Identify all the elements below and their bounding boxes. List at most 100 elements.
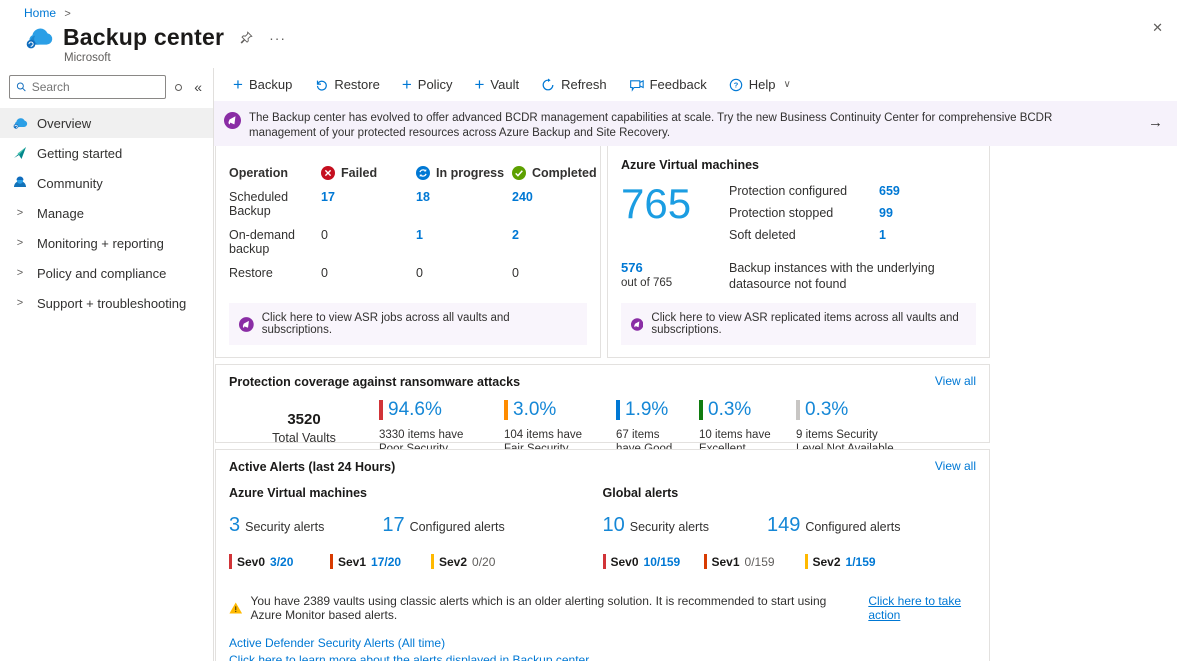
vault-button[interactable]: + Vault <box>474 75 520 94</box>
sidebar: « Overview Getting started <box>0 68 214 661</box>
sidebar-item-label: Monitoring + reporting <box>37 235 164 251</box>
sidebar-item-label: Support + troubleshooting <box>37 295 187 311</box>
plus-icon: + <box>401 75 412 94</box>
alerts-group-title: Azure Virtual machines <box>229 486 368 500</box>
restore-icon <box>317 80 328 91</box>
more-options-icon[interactable]: ··· <box>269 29 287 46</box>
chevron-right-icon: > <box>16 207 24 219</box>
collapse-sidebar-icon[interactable]: « <box>194 79 202 95</box>
breadcrumb-home-link[interactable]: Home <box>24 6 57 20</box>
sev0-stat[interactable]: Sev0 10/159 <box>602 554 704 569</box>
vm-notfound-sub: out of 765 <box>621 277 673 289</box>
job-failed-count: 0 <box>321 266 328 280</box>
sidebar-item-monitoring-reporting[interactable]: > Monitoring + reporting <box>0 228 213 258</box>
vm-stat-value[interactable]: 659 <box>879 184 900 198</box>
command-bar: + Backup Restore + Policy + Vault <box>214 68 1177 101</box>
vm-stat-value[interactable]: 1 <box>879 228 886 242</box>
job-completed-count: 0 <box>512 266 519 280</box>
feedback-button[interactable]: Feedback <box>620 73 716 96</box>
jobs-col-failed: Failed <box>321 166 416 180</box>
alerts-group-vm: Azure Virtual machines 3 Security alerts… <box>229 486 603 569</box>
sidebar-item-community[interactable]: Community <box>0 168 213 198</box>
configured-alerts-stat[interactable]: 149 Configured alerts <box>766 514 901 536</box>
total-vaults-value: 3520 <box>287 411 321 428</box>
sidebar-menu: Overview Getting started Community > <box>0 108 213 318</box>
sidebar-item-label: Overview <box>37 115 92 131</box>
feedback-icon <box>629 79 644 92</box>
job-failed-count[interactable]: 17 <box>321 190 335 204</box>
sidebar-item-label: Community <box>37 175 103 191</box>
pin-icon[interactable] <box>240 31 253 44</box>
alerts-card-title: Active Alerts (last 24 Hours) <box>229 460 396 474</box>
getting-started-icon <box>14 147 26 159</box>
vm-notfound-count[interactable]: 576 <box>621 260 643 275</box>
job-in-progress-count[interactable]: 18 <box>416 190 430 204</box>
restore-defaults-icon[interactable] <box>175 83 183 91</box>
sev-bar <box>703 554 707 569</box>
sidebar-item-getting-started[interactable]: Getting started <box>0 138 213 168</box>
take-action-link[interactable]: Click here to take action <box>868 594 962 622</box>
banner-arrow-icon[interactable]: → <box>1148 114 1163 131</box>
learn-more-link[interactable]: Click here to learn more about the alert… <box>229 653 590 661</box>
help-icon: ? <box>729 78 742 91</box>
total-vaults: 3520 Total Vaults <box>229 399 379 470</box>
sev-bar <box>602 554 606 569</box>
sev-bar <box>804 554 808 569</box>
job-completed-count[interactable]: 2 <box>512 228 519 242</box>
asr-jobs-link[interactable]: Click here to view ASR jobs across all v… <box>229 303 587 345</box>
sidebar-item-label: Getting started <box>37 145 123 161</box>
in-progress-icon <box>416 166 430 180</box>
bcdr-banner[interactable]: The Backup center has evolved to offer a… <box>214 101 1177 146</box>
alerts-view-all-link[interactable]: View all <box>934 459 976 473</box>
ransomware-card: Protection coverage against ransomware a… <box>215 364 990 469</box>
alerts-group-title: Global alerts <box>602 486 679 500</box>
security-alerts-stat[interactable]: 3 Security alerts <box>229 514 325 536</box>
sev2-stat[interactable]: Sev2 0/20 <box>431 554 532 569</box>
segment-bar <box>796 400 800 420</box>
chevron-right-icon: > <box>16 237 24 249</box>
vm-stat-value[interactable]: 99 <box>879 206 893 220</box>
help-button[interactable]: ? Help ∨ <box>720 73 800 96</box>
classic-alerts-warning: You have 2389 vaults using classic alert… <box>229 594 976 622</box>
sidebar-item-label: Policy and compliance <box>37 265 167 281</box>
job-completed-count[interactable]: 240 <box>512 190 533 204</box>
restore-button[interactable]: Restore <box>305 73 389 96</box>
completed-icon <box>512 166 526 180</box>
close-icon[interactable]: ✕ <box>1152 20 1163 35</box>
banner-text: The Backup center has evolved to offer a… <box>249 112 1053 139</box>
refresh-button[interactable]: Refresh <box>532 73 616 96</box>
sev1-stat[interactable]: Sev1 0/159 <box>703 554 805 569</box>
sidebar-item-overview[interactable]: Overview <box>0 108 213 138</box>
asr-replicated-items-link[interactable]: Click here to view ASR replicated items … <box>621 303 976 345</box>
sev1-stat[interactable]: Sev1 17/20 <box>330 554 431 569</box>
sev2-stat[interactable]: Sev2 1/159 <box>804 554 906 569</box>
job-in-progress-count: 0 <box>416 266 423 280</box>
total-vaults-label: Total Vaults <box>272 431 336 445</box>
sidebar-item-policy-compliance[interactable]: > Policy and compliance <box>0 258 213 288</box>
sidebar-item-support-troubleshooting[interactable]: > Support + troubleshooting <box>0 288 213 318</box>
search-box[interactable] <box>9 75 167 99</box>
failed-icon <box>321 166 335 180</box>
ransomware-view-all-link[interactable]: View all <box>934 374 976 388</box>
sidebar-item-label: Manage <box>37 205 84 221</box>
configured-alerts-stat[interactable]: 17 Configured alerts <box>382 514 505 536</box>
backup-button[interactable]: + Backup <box>233 75 293 94</box>
jobs-col-in-progress: In progress <box>416 166 512 180</box>
security-alerts-stat[interactable]: 10 Security alerts <box>602 514 709 536</box>
segment-bar <box>379 400 383 420</box>
job-row-label: Restore <box>229 266 273 280</box>
vm-total-count[interactable]: 765 <box>621 180 692 227</box>
vm-stat-label: Soft deleted <box>729 228 796 242</box>
defender-alerts-link[interactable]: Active Defender Security Alerts (All tim… <box>229 636 446 650</box>
breadcrumb-separator: > <box>64 8 71 20</box>
job-row-label: Scheduled Backup <box>229 190 289 218</box>
sev0-stat[interactable]: Sev0 3/20 <box>229 554 330 569</box>
vm-stat-label: Protection configured <box>729 184 848 198</box>
policy-button[interactable]: + Policy <box>401 75 453 94</box>
sidebar-item-manage[interactable]: > Manage <box>0 198 213 228</box>
search-input[interactable] <box>31 80 160 94</box>
alerts-group-global: Global alerts 10 Security alerts 149 Con… <box>602 486 977 569</box>
job-in-progress-count[interactable]: 1 <box>416 228 423 242</box>
plus-icon: + <box>233 75 243 94</box>
chevron-right-icon: > <box>16 267 24 279</box>
